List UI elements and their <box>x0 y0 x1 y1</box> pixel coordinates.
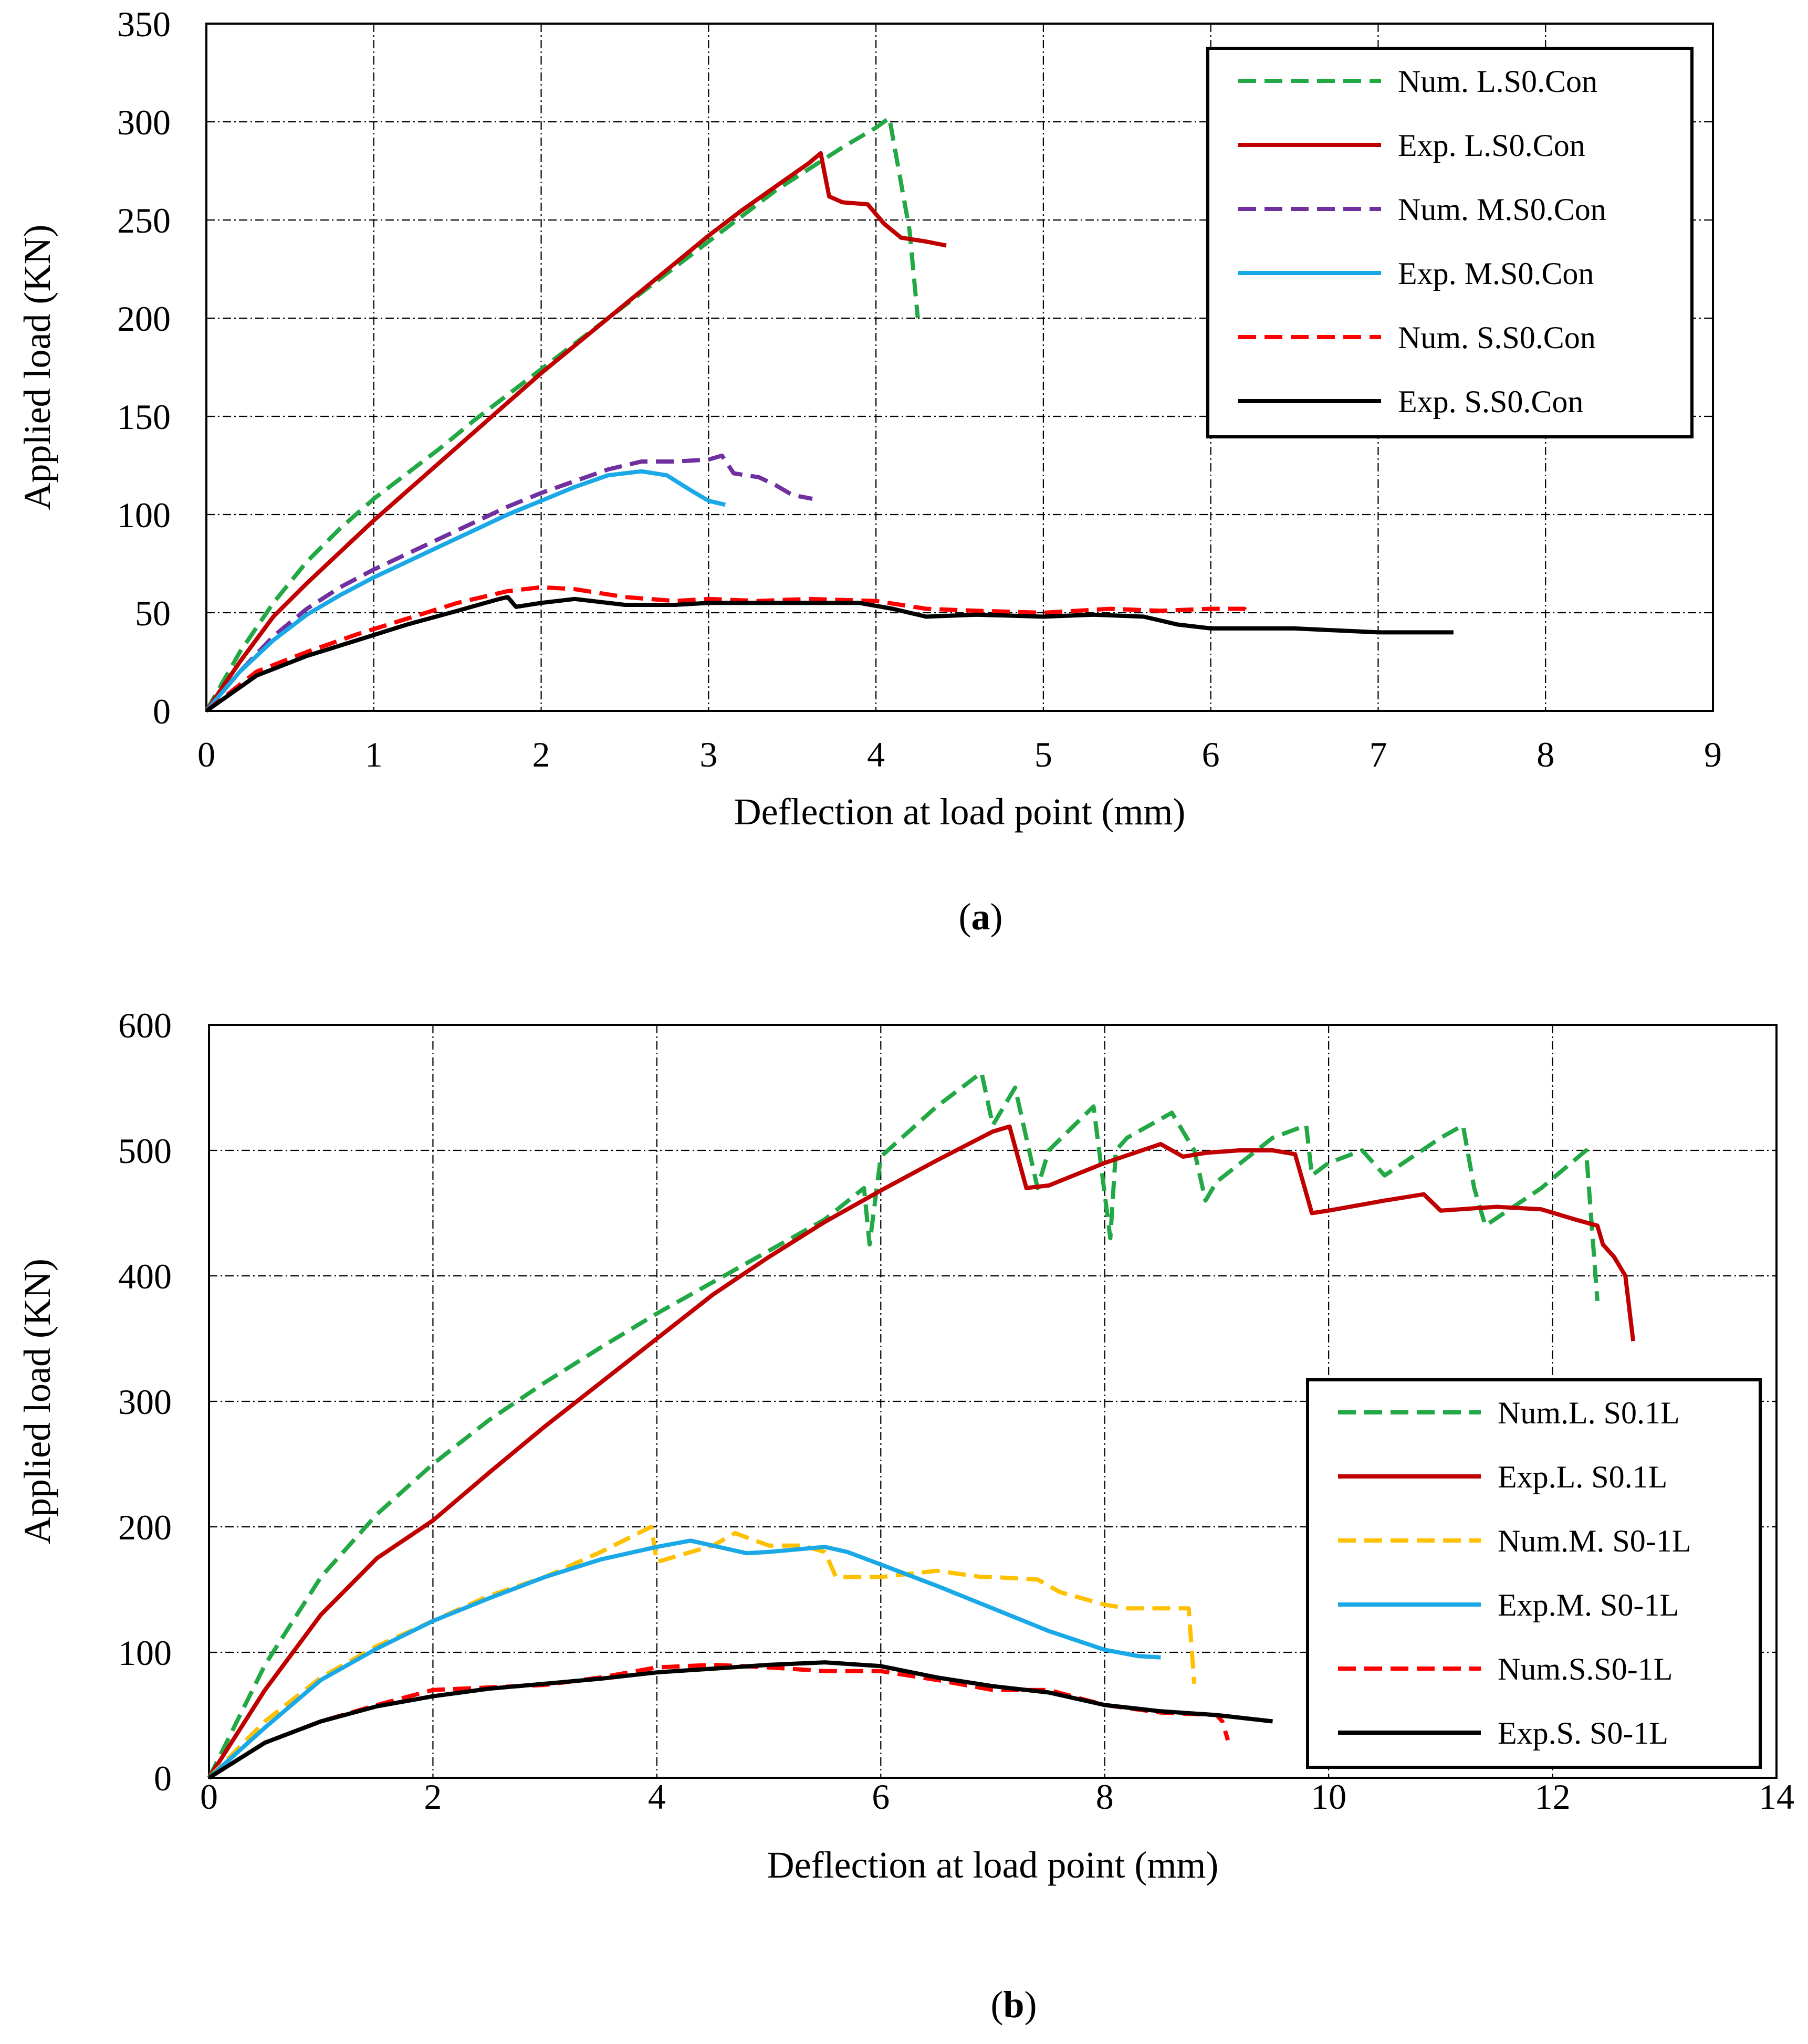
chart-panel-b: 0 2 4 6 8 10 12 14 0 100 200 300 400 500 600 Deflection… <box>0 998 1808 2044</box>
x-tick-label: 4 <box>648 1777 666 1817</box>
series-line-5 <box>207 1662 1230 1780</box>
series-line-1 <box>207 1070 1600 1779</box>
series-line-2 <box>204 151 947 712</box>
series-line-3 <box>204 453 813 712</box>
figure-caption: (a) <box>959 896 1003 938</box>
legend-label: Num. S.S0.Con <box>1398 320 1596 355</box>
figure-caption-letter: a <box>971 896 990 938</box>
x-tick-label: 7 <box>1369 735 1387 774</box>
x-tick-label: 0 <box>197 735 215 774</box>
series-line-4 <box>204 469 726 712</box>
x-tick-label: 2 <box>532 735 550 774</box>
x-tick-label: 0 <box>200 1777 218 1817</box>
series-line-4 <box>207 1538 1161 1779</box>
y-tick-label: 600 <box>118 1005 172 1045</box>
legend-label: Exp. S.S0.Con <box>1398 384 1583 419</box>
legend-label: Num. M.S0.Con <box>1398 192 1606 227</box>
y-axis-title: Applied load (KN) <box>16 1259 58 1544</box>
x-tick-label: 1 <box>365 735 383 774</box>
legend-label: Exp. L.S0.Con <box>1398 128 1585 163</box>
legend-label: Exp.M. S0-1L <box>1498 1588 1679 1622</box>
x-tick-label: 8 <box>1096 1777 1114 1817</box>
y-tick-label: 300 <box>117 102 171 142</box>
series-line-1 <box>204 116 920 712</box>
series-line-2 <box>207 1124 1636 1779</box>
x-tick-label: 6 <box>1202 735 1220 774</box>
legend-box <box>1206 47 1694 438</box>
y-tick-label: 500 <box>118 1131 172 1171</box>
series-line-6 <box>205 595 1454 713</box>
chart-b: 0 2 4 6 8 10 12 14 0 100 200 300 400 500 600 Deflection… <box>16 1005 1794 2026</box>
legend-label: Exp. M.S0.Con <box>1398 256 1594 291</box>
x-axis-title: Deflection at load point (mm) <box>734 791 1186 833</box>
y-tick-label: 100 <box>118 1633 172 1673</box>
y-tick-label: 100 <box>117 495 171 535</box>
y-tick-label: 300 <box>118 1382 172 1422</box>
x-tick-label: 10 <box>1311 1777 1346 1817</box>
x-tick-label: 4 <box>867 735 885 774</box>
y-tick-label: 150 <box>117 397 171 437</box>
legend: Num.L. S0.1L Exp.L. S0.1L Num.M. S0-1L Exp.… <box>1306 1378 1762 1769</box>
chart-panel-a: 0 1 2 3 4 5 6 7 8 9 0 50 100 150 200 250 300 350 Deflectio… <box>0 0 1808 971</box>
legend-box <box>1306 1378 1762 1769</box>
series-line-5 <box>205 585 1254 713</box>
legend-label: Exp.L. S0.1L <box>1498 1460 1667 1494</box>
legend-label: Num.M. S0-1L <box>1498 1524 1691 1558</box>
x-tick-label: 3 <box>699 735 717 774</box>
y-tick-label: 0 <box>153 691 171 731</box>
legend-label: Exp.S. S0-1L <box>1498 1716 1668 1750</box>
y-tick-label: 400 <box>118 1256 172 1296</box>
figure-caption-letter: b <box>1003 1984 1024 2026</box>
legend-label: Num.L. S0.1L <box>1498 1396 1680 1430</box>
legend-label: Num. L.S0.Con <box>1398 64 1597 99</box>
y-tick-label: 200 <box>118 1507 172 1547</box>
plot-area-frame <box>208 1024 1778 1779</box>
legend: Num. L.S0.Con Exp. L.S0.Con Num. M.S0.Con E… <box>1206 47 1694 438</box>
x-tick-label: 12 <box>1535 1777 1571 1817</box>
series-line-6 <box>207 1660 1273 1780</box>
x-axis-title: Deflection at load point (mm) <box>767 1844 1219 1886</box>
x-tick-label: 6 <box>872 1777 890 1817</box>
y-tick-label: 200 <box>117 299 171 339</box>
y-tick-label: 250 <box>117 201 171 240</box>
y-axis-title: Applied load (KN) <box>16 225 58 510</box>
x-tick-label: 5 <box>1034 735 1052 774</box>
chart-a: 0 1 2 3 4 5 6 7 8 9 0 50 100 150 200 250 300 350 Deflectio… <box>16 4 1722 938</box>
x-tick-label: 14 <box>1759 1777 1794 1817</box>
plot-area-frame <box>205 23 1714 712</box>
x-tick-label: 2 <box>424 1777 442 1817</box>
y-tick-label: 350 <box>117 4 171 44</box>
figure-caption: (b) <box>990 1984 1037 2026</box>
x-tick-label: 9 <box>1704 735 1722 774</box>
x-tick-label: 8 <box>1537 735 1554 774</box>
legend-label: Num.S.S0-1L <box>1498 1652 1673 1686</box>
y-tick-label: 50 <box>135 593 171 633</box>
y-tick-label: 0 <box>154 1758 172 1798</box>
